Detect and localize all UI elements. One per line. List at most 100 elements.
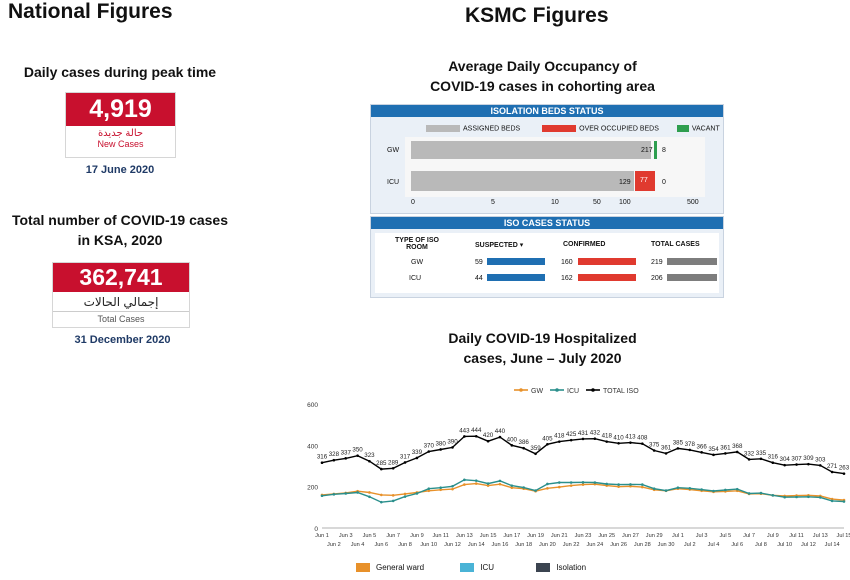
total-iso-data-label: 413 (625, 434, 636, 441)
total-iso-series-point (569, 438, 573, 442)
axis-tick: 0 (411, 199, 415, 206)
icu-series-point (712, 489, 715, 493)
total-iso-data-label: 332 (744, 450, 755, 457)
total-iso-data-label: 420 (483, 432, 494, 439)
total-iso-series-point (641, 442, 644, 445)
icu-series-point (569, 481, 573, 484)
total-iso-data-label: 375 (649, 442, 660, 449)
col-type-header-line-1: TYPE OF ISO (395, 237, 439, 244)
total-iso-series-point (463, 435, 466, 438)
icu-series-point (795, 495, 798, 499)
icu-series-point (605, 482, 609, 486)
legend-assigned: ASSIGNED BEDS (463, 125, 521, 133)
iso-cases-table-bg (375, 233, 719, 293)
gw-series-point (474, 482, 478, 485)
gw-series-point (617, 485, 620, 488)
total-iso-series-point (664, 452, 668, 455)
total-iso-series-point (451, 446, 454, 449)
x-tick-label: Jul 13 (813, 533, 828, 539)
x-tick-label: Jul 3 (696, 533, 708, 539)
total-iso-data-label: 316 (768, 454, 779, 461)
isolation-beds-panel: ISOLATION BEDS STATUS ASSIGNED BEDS OVER… (370, 104, 724, 214)
total-iso-data-label: 309 (803, 455, 814, 462)
occupancy-title-2: COVID-19 cases in cohorting area (430, 78, 655, 94)
icu-label: ICU (387, 179, 400, 186)
total-iso-series-point (344, 457, 348, 460)
total-iso-series-point (676, 447, 680, 450)
icu-vacant-value: 0 (662, 179, 666, 186)
col-suspected-header: SUSPECTED ▾ (475, 242, 524, 249)
gw-vacant-value: 8 (662, 147, 666, 154)
row-room: ICU (409, 275, 422, 282)
gw-series-point (403, 492, 407, 496)
peak-english: New Cases (97, 139, 144, 149)
legend-isolation-swatch (536, 563, 551, 573)
icu-assigned-value: 129 (619, 179, 631, 186)
total-iso-series-point (818, 464, 822, 467)
total-bar (667, 274, 717, 281)
total-iso-data-label: 350 (352, 447, 363, 454)
total-arabic: إجمالي الحالات (83, 295, 159, 309)
gw-series-point (546, 487, 549, 490)
legend-label: ICU (567, 388, 579, 395)
x-tick-label: Jun 20 (539, 542, 556, 548)
icu-assigned-bar (411, 171, 634, 191)
x-tick-label: Jun 6 (374, 542, 388, 548)
icu-series-point (818, 496, 822, 499)
total-iso-data-label: 440 (495, 428, 506, 435)
total-iso-series-point (439, 448, 442, 451)
total-iso-series-point (557, 440, 561, 443)
x-tick-label: Jun 21 (551, 533, 568, 539)
total-iso-data-label: 303 (815, 456, 826, 463)
total-iso-series-point (617, 441, 620, 445)
x-tick-label: Jul 5 (719, 533, 731, 539)
x-tick-label: Jun 2 (327, 542, 341, 548)
total-iso-data-label: 380 (435, 440, 446, 447)
total-iso-series-point (724, 452, 727, 455)
x-tick-label: Jun 8 (398, 542, 412, 548)
axis-tick: 500 (687, 199, 699, 206)
gw-series-point (463, 483, 466, 486)
total-iso-data-label: 366 (696, 443, 707, 450)
icu-series-point (688, 487, 692, 490)
y-tick-label: 600 (307, 402, 318, 409)
icu-series-point (783, 495, 786, 499)
total-iso-data-label: 378 (685, 441, 696, 448)
icu-series-point (617, 483, 620, 486)
x-tick-label: Jul 7 (743, 533, 755, 539)
total-iso-data-label: 386 (519, 439, 530, 446)
x-tick-label: Jun 22 (563, 542, 580, 548)
gw-series-point (380, 493, 383, 497)
total-iso-series-point (830, 470, 834, 474)
icu-series-point (332, 493, 336, 496)
total-iso-series-point (368, 459, 371, 463)
total-iso-data-label: 316 (317, 454, 328, 461)
x-tick-label: Jun 10 (420, 542, 437, 548)
total-iso-data-label: 263 (839, 465, 850, 472)
total-iso-series-point (652, 449, 656, 452)
total-iso-data-label: 410 (613, 434, 624, 441)
peak-cases-card: 4,919 حالة جديدة New Cases (65, 92, 176, 158)
x-tick-label: Jul 6 (731, 542, 743, 548)
x-tick-label: Jun 30 (658, 542, 675, 548)
total-iso-series-point (474, 434, 478, 438)
total-iso-data-label: 370 (424, 443, 435, 450)
legend-assigned-swatch (426, 125, 460, 132)
icu-series-point (380, 500, 383, 504)
x-tick-label: Jun 23 (575, 533, 592, 539)
total-english: Total Cases (53, 311, 189, 324)
x-tick-label: Jul 15 (837, 533, 850, 539)
total-iso-data-label: 354 (708, 446, 719, 453)
x-tick-label: Jul 2 (684, 542, 696, 548)
total-iso-series-point (783, 463, 786, 467)
icu-series-point (320, 494, 324, 498)
y-tick-label: 0 (314, 526, 318, 533)
total-iso-series-point (380, 467, 383, 471)
x-tick-label: Jun 5 (363, 533, 377, 539)
total-iso-data-label: 385 (673, 439, 684, 446)
confirmed-bar (578, 274, 636, 281)
total-iso-data-label: 323 (364, 452, 375, 459)
total-iso-series-point (510, 444, 514, 447)
total-iso-series-point (546, 443, 549, 446)
iso-cases-panel: ISO CASES STATUS TYPE OF ISO ROOM SUSPEC… (370, 216, 724, 298)
